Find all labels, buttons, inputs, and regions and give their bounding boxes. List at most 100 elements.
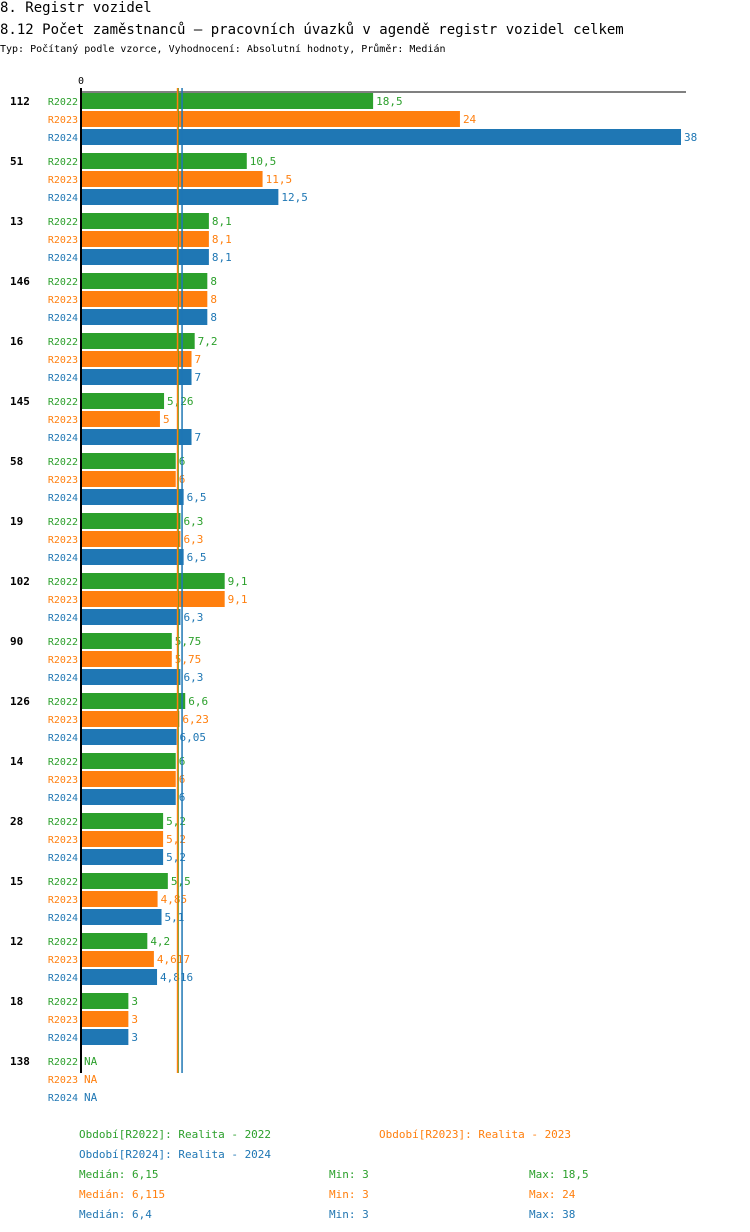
category-label: 18 <box>10 995 23 1008</box>
data-label: 8,1 <box>212 215 232 228</box>
bar <box>81 591 225 607</box>
category-label: 15 <box>10 875 23 888</box>
category-label: 90 <box>10 635 23 648</box>
bar <box>81 693 186 709</box>
legend-r2024: Období[R2024]: Realita - 2024 <box>79 1148 272 1161</box>
bar <box>81 531 181 547</box>
bar <box>81 633 172 649</box>
data-label: 7 <box>195 371 202 384</box>
series-label: R2023 <box>48 355 78 366</box>
series-label: R2023 <box>48 655 78 666</box>
series-label: R2022 <box>48 97 78 108</box>
data-label: 4,85 <box>161 893 188 906</box>
bar <box>81 351 192 367</box>
category-label: 16 <box>10 335 24 348</box>
series-label: R2024 <box>48 1033 78 1044</box>
category-label: 112 <box>10 95 30 108</box>
bar <box>81 891 158 907</box>
bar <box>81 369 192 385</box>
series-label: R2022 <box>48 337 78 348</box>
bar <box>81 1029 129 1045</box>
bar <box>81 771 176 787</box>
data-label: 6,5 <box>187 491 207 504</box>
series-label: R2023 <box>48 835 78 846</box>
bar <box>81 453 176 469</box>
bar <box>81 273 208 289</box>
bar <box>81 573 225 589</box>
data-label: 6,5 <box>187 551 207 564</box>
category-label: 51 <box>10 155 24 168</box>
data-label: 8,1 <box>212 251 232 264</box>
bar <box>81 171 263 187</box>
stat-median: Medián: 6,4 <box>79 1208 152 1221</box>
series-label: R2024 <box>48 973 78 984</box>
series-label: R2024 <box>48 373 78 384</box>
bar <box>81 669 181 685</box>
bar <box>81 189 279 205</box>
series-label: R2022 <box>48 817 78 828</box>
series-label: R2024 <box>48 613 78 624</box>
series-label: R2022 <box>48 757 78 768</box>
series-label: R2022 <box>48 1057 78 1068</box>
data-label: 5,5 <box>171 875 191 888</box>
bar <box>81 753 176 769</box>
bar <box>81 333 195 349</box>
bar <box>81 849 164 865</box>
bar <box>81 489 184 505</box>
data-label: 6,3 <box>183 611 203 624</box>
series-label: R2023 <box>48 235 78 246</box>
stat-min: Min: 3 <box>329 1188 369 1201</box>
data-label: 9,1 <box>228 593 248 606</box>
bar <box>81 111 460 127</box>
data-label: 4,816 <box>160 971 193 984</box>
data-label: 8 <box>210 311 217 324</box>
bar <box>81 129 681 145</box>
series-label: R2024 <box>48 313 78 324</box>
stat-max: Max: 38 <box>529 1208 576 1221</box>
stat-min: Min: 3 <box>329 1168 369 1181</box>
series-label: R2024 <box>48 133 78 144</box>
series-label: R2023 <box>48 175 78 186</box>
series-label: R2022 <box>48 517 78 528</box>
data-label: 5,2 <box>166 851 186 864</box>
stat-max: Max: 18,5 <box>529 1168 589 1181</box>
data-label: NA <box>84 1055 98 1068</box>
bar <box>81 153 247 169</box>
series-label: R2023 <box>48 1015 78 1026</box>
category-label: 138 <box>10 1055 30 1068</box>
legend-r2023: Období[R2023]: Realita - 2023 <box>379 1128 572 1141</box>
bar <box>81 471 176 487</box>
bar <box>81 993 129 1009</box>
data-label: 6,05 <box>180 731 207 744</box>
data-label: 8 <box>210 275 217 288</box>
data-label: 6,3 <box>183 515 203 528</box>
bar <box>81 729 177 745</box>
data-label: 10,5 <box>250 155 277 168</box>
series-label: R2023 <box>48 895 78 906</box>
series-label: R2022 <box>48 157 78 168</box>
category-label: 12 <box>10 935 23 948</box>
series-label: R2024 <box>48 493 78 504</box>
data-label: 8 <box>210 293 217 306</box>
bar <box>81 513 181 529</box>
bar <box>81 651 172 667</box>
series-label: R2024 <box>48 673 78 684</box>
series-label: R2023 <box>48 955 78 966</box>
series-label: R2022 <box>48 397 78 408</box>
series-label: R2022 <box>48 877 78 888</box>
data-label: 5,2 <box>166 815 186 828</box>
bar <box>81 951 154 967</box>
data-label: 4,617 <box>157 953 190 966</box>
series-label: R2022 <box>48 217 78 228</box>
category-label: 145 <box>10 395 30 408</box>
chart-title: 8.12 Počet zaměstnanců – pracovních úvaz… <box>0 22 624 38</box>
series-label: R2022 <box>48 277 78 288</box>
data-label: 6,6 <box>188 695 208 708</box>
bar <box>81 93 374 109</box>
stat-min: Min: 3 <box>329 1208 369 1221</box>
series-label: R2024 <box>48 913 78 924</box>
series-label: R2023 <box>48 535 78 546</box>
data-label: 7 <box>195 431 202 444</box>
legend-r2022: Období[R2022]: Realita - 2022 <box>79 1128 272 1141</box>
series-label: R2023 <box>48 415 78 426</box>
